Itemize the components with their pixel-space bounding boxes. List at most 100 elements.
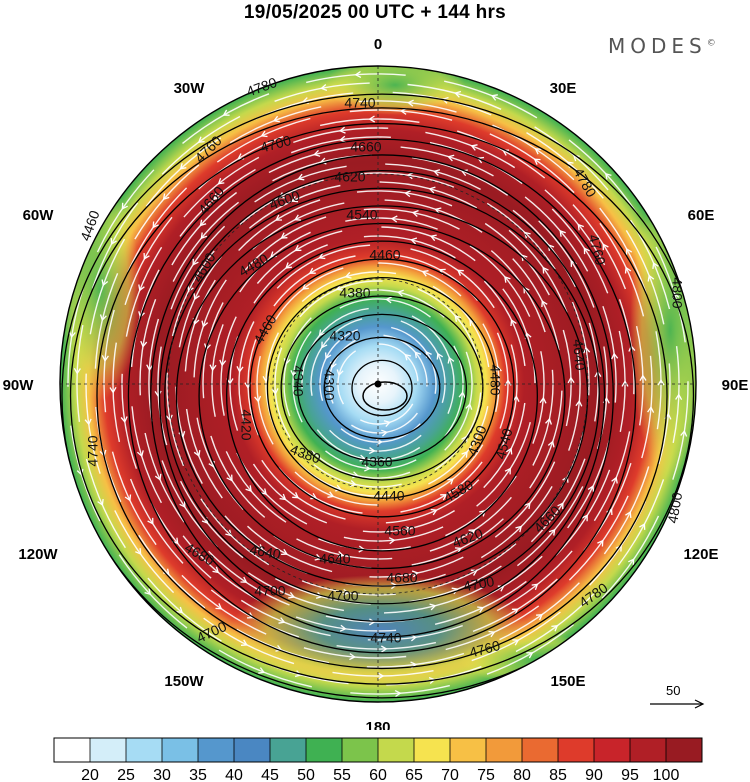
streamline-arrow xyxy=(436,352,444,360)
colorbar-label: 75 xyxy=(477,767,495,782)
streamline-arrow xyxy=(611,476,618,484)
streamline-arrow xyxy=(294,244,302,252)
streamline-arrow xyxy=(226,474,233,482)
streamline-arrow xyxy=(624,266,632,274)
colorbar-label: 80 xyxy=(513,767,531,782)
streamline-arrow xyxy=(176,606,184,614)
contour-label: 4760 xyxy=(468,637,502,661)
streamline-arrow xyxy=(456,269,464,276)
streamline-arrow xyxy=(254,395,262,403)
streamline-arrow xyxy=(512,395,520,402)
streamline-arrow xyxy=(396,289,404,297)
streamline-arrow xyxy=(349,480,357,487)
streamline-arrow xyxy=(294,670,302,678)
streamline-arrow xyxy=(318,329,326,337)
streamline-arrow xyxy=(502,149,510,156)
streamline-arrow xyxy=(621,380,629,387)
streamline-arrow xyxy=(551,625,559,632)
streamline-arrow xyxy=(310,492,318,500)
streamline-arrow xyxy=(337,551,345,559)
streamline-arrow xyxy=(526,652,534,659)
streamline-arrow xyxy=(447,356,455,364)
streamline-arrow xyxy=(531,583,539,591)
lon-label-120e: 120E xyxy=(683,546,718,563)
streamline-arrow xyxy=(179,163,187,170)
streamline-arrow xyxy=(187,285,194,293)
streamline-arrow xyxy=(285,262,292,269)
colorbar-swatch xyxy=(270,738,307,762)
streamline-arrow xyxy=(240,576,248,583)
streamline-arrow xyxy=(101,355,109,362)
streamline-arrow xyxy=(541,300,548,308)
streamline-arrow xyxy=(222,109,230,116)
contour-label: 4440 xyxy=(373,488,404,504)
streamline-arrow xyxy=(124,494,132,502)
streamline-arrow xyxy=(138,284,145,292)
streamline-arrow xyxy=(404,190,412,198)
streamline-arrow xyxy=(465,402,473,410)
streamline-arrow xyxy=(225,529,233,537)
streamline-arrow xyxy=(200,232,208,240)
wind-speed-field xyxy=(60,66,696,702)
streamline-arrow xyxy=(380,645,388,653)
streamline-arrow xyxy=(406,172,414,180)
streamline-arrow xyxy=(245,485,252,492)
streamline-arrow xyxy=(146,364,154,372)
height-contour xyxy=(280,295,484,481)
streamline-arrow xyxy=(308,267,316,274)
contour-label: 4460 xyxy=(369,247,400,263)
brand-logo: MODES© xyxy=(608,34,716,58)
streamline-arrow xyxy=(165,414,173,422)
longitude-labels: 0 180 90E 90W 30E 30W 60E 60W 120E 120W … xyxy=(3,36,749,730)
brand-copyright: © xyxy=(706,38,716,49)
contour-label: 4640 xyxy=(248,541,282,562)
streamline-arrow xyxy=(597,539,604,547)
contour-label: 4700 xyxy=(254,583,285,599)
colorbar-label: 100 xyxy=(653,767,680,782)
streamline-arrow xyxy=(318,252,326,260)
streamline-arrow xyxy=(275,214,283,221)
streamline-arrow xyxy=(429,234,437,242)
colorbar-label: 85 xyxy=(549,767,567,782)
streamline-arrow xyxy=(539,396,547,404)
streamline-arrow xyxy=(490,94,498,101)
streamline-arrow xyxy=(388,537,396,545)
streamline-arrow xyxy=(504,467,511,475)
lon-label-180: 180 xyxy=(365,719,390,730)
streamline-arrow xyxy=(394,690,402,698)
streamline-arrow xyxy=(536,613,543,621)
streamline-arrow xyxy=(335,484,343,492)
contour-label: 4680 xyxy=(386,570,417,586)
streamline-arrow xyxy=(494,365,502,373)
streamline-arrow xyxy=(447,154,455,162)
streamline-arrow xyxy=(256,544,264,551)
streamline-arrow xyxy=(368,115,376,123)
streamline-arrow xyxy=(647,406,655,413)
colorbar-swatch xyxy=(630,738,667,762)
colorbar-label: 35 xyxy=(189,767,207,782)
streamline-arrow xyxy=(404,353,412,361)
contour-label: 4620 xyxy=(334,169,365,185)
lon-label-30e: 30E xyxy=(550,80,577,97)
height-contour xyxy=(323,336,441,440)
colorbar-label: 40 xyxy=(225,767,243,782)
height-contour xyxy=(362,381,408,411)
streamline-arrow xyxy=(336,284,343,291)
colorbar-label: 20 xyxy=(81,767,99,782)
contour-label: 4760 xyxy=(585,233,609,267)
colorbar-swatch xyxy=(378,738,415,762)
streamline-arrow xyxy=(292,492,300,499)
streamline-arrow xyxy=(523,231,531,239)
streamline-arrow xyxy=(534,148,542,155)
streamline-arrow xyxy=(504,276,511,283)
colorbar-label: 90 xyxy=(585,767,603,782)
contour-label: 4740 xyxy=(344,95,375,111)
colorbar-swatch xyxy=(486,738,523,762)
colorbar-label: 55 xyxy=(333,767,351,782)
contour-label: 4800 xyxy=(669,277,685,308)
streamline-arrow xyxy=(321,341,328,349)
streamline-arrow xyxy=(515,525,523,533)
streamline-arrow xyxy=(120,416,128,424)
colorbar-swatch xyxy=(666,738,703,762)
colorbar-label: 45 xyxy=(261,767,279,782)
